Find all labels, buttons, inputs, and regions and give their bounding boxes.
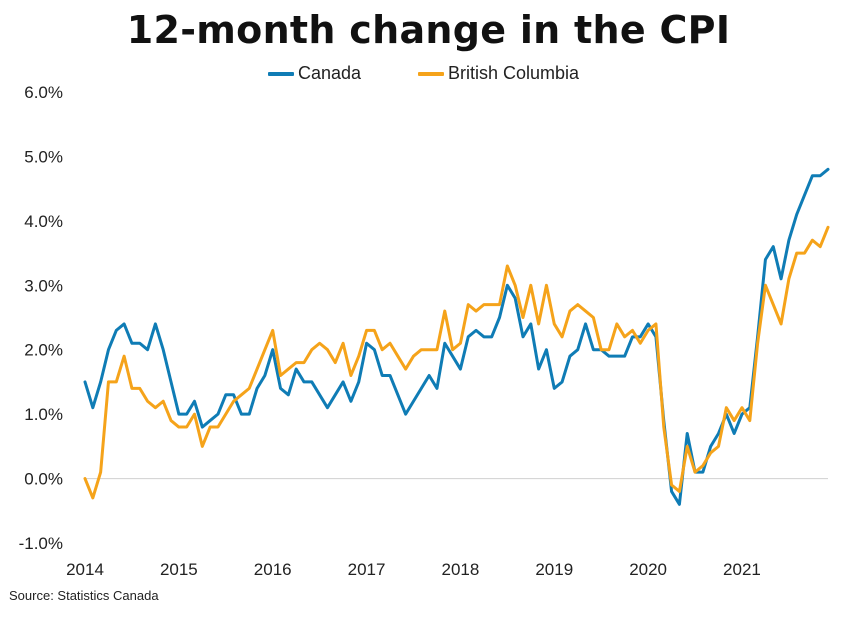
legend-item-british-columbia: British Columbia <box>418 63 579 84</box>
x-tick-label: 2020 <box>629 560 667 579</box>
legend-label-british-columbia: British Columbia <box>448 63 580 83</box>
x-tick-label: 2014 <box>66 560 104 579</box>
x-tick-label: 2016 <box>254 560 292 579</box>
y-tick-label: 6.0% <box>24 83 63 102</box>
y-tick-label: -1.0% <box>19 534 63 553</box>
legend-swatch-canada <box>268 71 294 76</box>
legend: Canada British Columbia <box>0 63 857 89</box>
legend-label-canada: Canada <box>298 63 362 83</box>
series-line-canada <box>83 167 830 506</box>
x-tick-label: 2017 <box>348 560 386 579</box>
legend-swatch-british-columbia <box>418 71 444 76</box>
y-tick-label: 3.0% <box>24 276 63 295</box>
source-note: Source: Statistics Canada <box>9 588 159 603</box>
chart-title: 12-month change in the CPI <box>126 8 731 52</box>
x-tick-label: 2019 <box>535 560 573 579</box>
y-tick-label: 0.0% <box>24 470 63 489</box>
series-line-british-columbia <box>83 225 830 500</box>
x-tick-label: 2018 <box>441 560 479 579</box>
y-tick-label: 5.0% <box>24 147 63 166</box>
legend-item-canada: Canada <box>268 63 361 84</box>
y-tick-label: 1.0% <box>24 405 63 424</box>
y-tick-label: 4.0% <box>24 212 63 231</box>
x-tick-label: 2015 <box>160 560 198 579</box>
y-tick-label: 2.0% <box>24 341 63 360</box>
x-tick-label: 2021 <box>723 560 761 579</box>
